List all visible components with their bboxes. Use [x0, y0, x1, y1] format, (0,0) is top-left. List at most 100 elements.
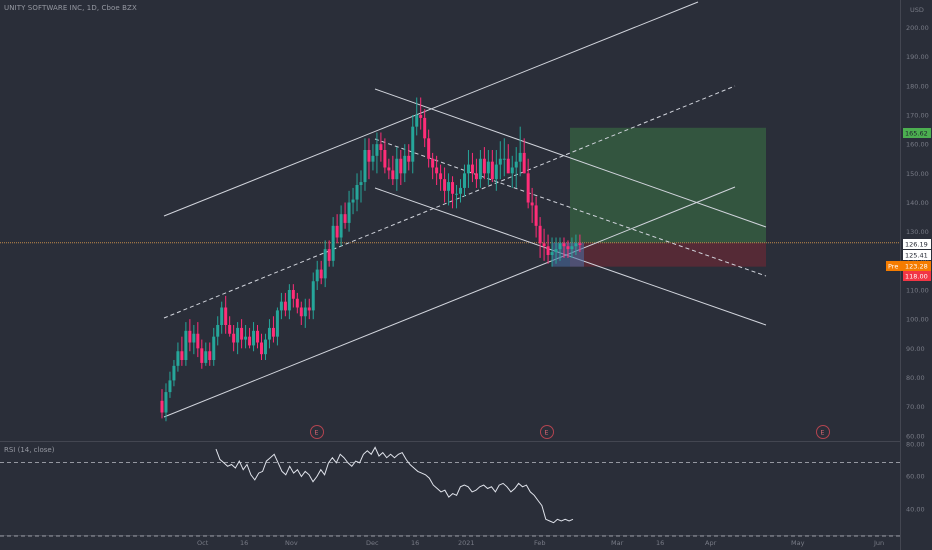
rsi-title: RSI (14, close) [4, 446, 55, 454]
candle-body [447, 182, 451, 191]
candle-body [359, 182, 363, 185]
candle-body [411, 126, 415, 162]
candle-body [546, 246, 550, 255]
earnings-marker-label: E [820, 429, 824, 437]
candle-body [339, 214, 343, 238]
candle-body [204, 351, 208, 363]
rsi-line [215, 446, 574, 524]
channel-mid-line [163, 85, 736, 319]
candle-body [494, 164, 498, 180]
price-tag [903, 271, 931, 281]
price-tick-label: 130.00 [906, 228, 929, 236]
candle-body [220, 307, 224, 325]
pre-market-label: Pre [888, 263, 898, 271]
candle-body [514, 161, 518, 168]
candle-body [486, 161, 490, 174]
time-tick-label: May [791, 539, 805, 547]
pre-market-badge [886, 261, 903, 271]
currency-label: USD [910, 6, 924, 14]
rsi-tick-label: 60.00 [906, 473, 925, 481]
candle-body [427, 138, 431, 159]
candle-body [431, 158, 435, 168]
candle-body [451, 182, 455, 194]
candle-body [542, 243, 546, 247]
candle-body [327, 249, 331, 261]
price-tick-label: 60.00 [906, 432, 925, 440]
price-tick-label: 110.00 [906, 287, 929, 295]
candle-body [391, 170, 395, 180]
price-tick-label: 160.00 [906, 141, 929, 149]
candle-body [415, 115, 419, 127]
price-tag-label: 123.28 [905, 263, 928, 271]
candle-body [383, 150, 387, 168]
time-tick-label: Nov [285, 539, 298, 547]
symbol-title: UNITY SOFTWARE INC, 1D, Cboe BZX [4, 4, 137, 12]
candle-body [200, 348, 204, 363]
earnings-marker [540, 425, 554, 439]
candle-body [578, 243, 582, 246]
earnings-marker [310, 425, 324, 439]
time-tick-label: Dec [366, 539, 379, 547]
price-tick-label: 70.00 [906, 403, 925, 411]
candle-body [371, 155, 375, 162]
candle-body [506, 158, 510, 174]
candle-body [184, 330, 188, 360]
earnings-marker-label: E [544, 429, 548, 437]
price-tag-label: 165.62 [905, 130, 928, 138]
candle-body [315, 269, 319, 282]
candle-body [275, 310, 279, 337]
candle-body [347, 202, 351, 223]
profit-zone [570, 127, 766, 243]
candle-body [550, 252, 554, 255]
candle-body [474, 173, 478, 180]
candle-body [343, 214, 347, 223]
time-tick-label: 16 [656, 539, 664, 547]
candle-body [351, 199, 355, 203]
candle-body [192, 333, 196, 343]
candle-body [459, 187, 462, 194]
time-tick-label: Mar [611, 539, 624, 547]
candle-body [228, 325, 232, 334]
time-tick-label: Feb [534, 539, 546, 547]
rsi-tick-label: 80.00 [906, 441, 925, 449]
price-tick-label: 140.00 [906, 199, 929, 207]
candle-body [363, 150, 367, 183]
candle-body [403, 155, 407, 174]
candle-body [367, 150, 371, 162]
candle-body [522, 152, 526, 174]
candle-body [287, 290, 291, 311]
candle-body [172, 365, 176, 381]
earnings-marker-label: E [314, 429, 318, 437]
price-tag [903, 261, 931, 271]
candle-body [566, 246, 570, 250]
candle-body [252, 330, 256, 346]
candle-body [530, 202, 534, 206]
candle-body [196, 333, 200, 349]
candle-body [263, 339, 267, 355]
candle-body [248, 336, 252, 346]
candle-body [319, 269, 323, 279]
candle-body [240, 327, 244, 340]
price-tag [903, 250, 931, 260]
price-tag [903, 239, 931, 249]
candle-body [407, 155, 411, 162]
candle-body [279, 301, 283, 311]
candle-body [236, 327, 240, 343]
price-tick-label: 80.00 [906, 374, 925, 382]
candle-body [355, 185, 359, 200]
time-tick-label: Oct [197, 539, 209, 547]
candle-body [466, 164, 470, 174]
candle-body [538, 225, 542, 244]
channel-lower-line [163, 186, 736, 418]
candle-body [164, 392, 168, 413]
time-tick-label: Apr [705, 539, 717, 547]
candle-body [439, 173, 443, 180]
candle-body [395, 158, 399, 180]
price-tick-label: 150.00 [906, 170, 929, 178]
candle-body [502, 158, 506, 160]
price-tag-label: 126.19 [905, 241, 928, 249]
price-tick-label: 190.00 [906, 53, 929, 61]
price-tick-label: 90.00 [906, 345, 925, 353]
